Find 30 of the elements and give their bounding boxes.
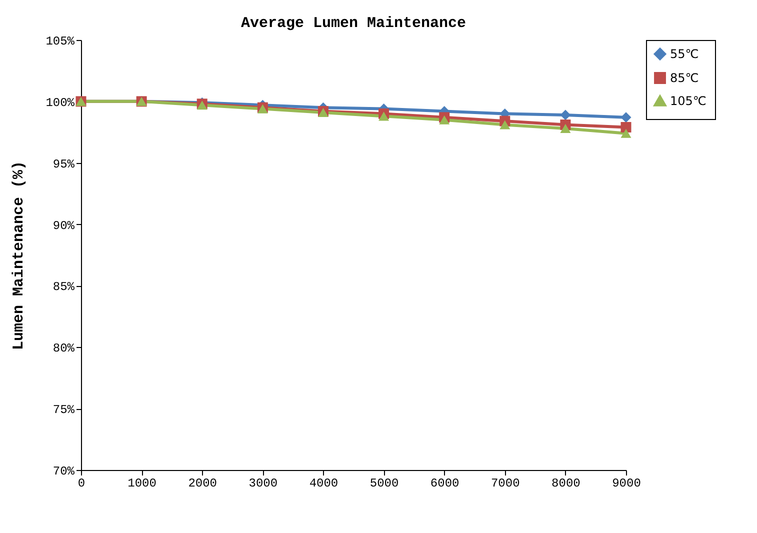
x-tick-label: 0 (78, 476, 86, 490)
y-tick-label: 85% (52, 280, 76, 294)
legend-label: 85℃ (670, 71, 699, 85)
point (500, 120, 510, 130)
x-tick-label: 5000 (370, 476, 399, 490)
point (560, 110, 571, 120)
legend-label: 105℃ (670, 94, 706, 108)
legend-label: 55℃ (670, 47, 699, 61)
x-tick-label: 8000 (552, 476, 580, 490)
x-tick-label: 4000 (309, 476, 338, 490)
point (439, 115, 450, 124)
x-tick-label: 3000 (248, 476, 278, 490)
y-tick-label: 70% (52, 464, 76, 478)
y-tick-label: 95% (52, 157, 76, 172)
x-tick-label: 9000 (612, 476, 641, 490)
y-axis-title: Lumen Maintenance (%) (10, 160, 28, 350)
point (560, 124, 571, 133)
x-tick-label: 1000 (128, 476, 156, 490)
y-tick-label: 105% (46, 34, 76, 48)
y-tick-label: 75% (52, 403, 76, 418)
y-tick-label: 80% (52, 342, 76, 356)
y-tick-label: 100% (46, 96, 76, 110)
point (620, 128, 632, 138)
point (620, 112, 632, 123)
point (378, 112, 390, 121)
x-tick-label: 7000 (490, 476, 520, 490)
x-tick-label: 6000 (430, 476, 460, 490)
x-tick-label: 2000 (188, 476, 218, 490)
chart-title: Average Lumen Maintenance (240, 15, 466, 32)
y-tick-label: 90% (52, 218, 76, 233)
